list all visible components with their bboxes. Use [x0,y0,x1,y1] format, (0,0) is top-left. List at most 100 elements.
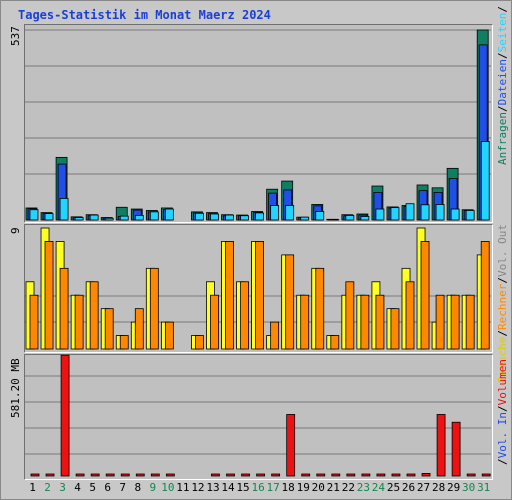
seiten-bar [285,205,295,221]
legend-entry: Dateien [496,59,509,106]
volumen-bar [436,414,446,477]
requests-panel [24,24,493,223]
volumen-bar [346,473,356,477]
legend-entry: / [496,329,509,337]
volumen-bar [60,354,70,477]
rechner-bar [119,335,129,350]
legend-entry: / [496,6,509,13]
seiten-bar [59,198,69,221]
rechner-bar [375,294,385,350]
volumen-bar [391,473,401,477]
day-label: 7 [119,481,127,494]
rechner-bar [345,281,355,350]
chart-title: Tages-Statistik im Monat Maerz 2024 [18,8,271,22]
seiten-bar [360,216,370,221]
day-label: 1 [29,481,36,494]
seiten-bar [345,214,355,221]
seiten-bar [195,212,204,221]
volumen-bar [421,473,431,477]
seiten-bar [300,216,310,221]
day-label: 23 [356,481,370,494]
legend-entry: Seiten [496,12,509,53]
legend-entry: / [496,52,509,59]
volumen-bar [30,473,40,477]
rechner-bar [315,267,325,350]
seiten-bar [435,204,445,221]
rechner-bar [285,254,295,350]
day-label: 10 [161,481,175,494]
day-label: 29 [446,481,461,494]
seiten-bar [375,208,385,221]
day-label: 22 [341,481,355,494]
volumen-bar [165,473,175,477]
legend-entry: Vol. In [496,411,509,459]
rechner-bar [480,241,490,350]
volumen-bar [90,473,100,477]
seiten-bar [44,213,54,221]
seiten-bar [420,204,430,221]
day-label: 31 [477,481,491,494]
day-label: 27 [416,481,431,494]
volumen-bar [376,473,386,477]
rechner-bar [270,321,280,350]
day-label: 24 [371,481,386,494]
day-label: 13 [206,481,220,494]
volumen-bar [466,473,476,477]
day-label: 3 [59,481,66,494]
volumen-bar [241,473,250,477]
volumen-bar [301,473,311,477]
volumen-bar [105,473,115,477]
volumen-bar [75,473,85,477]
day-label: 8 [134,481,142,494]
volumen-bar [226,473,235,477]
seiten-bar [270,205,280,221]
seiten-bar [390,207,400,221]
rechner-bar [164,321,174,350]
rechner-bar [59,267,69,350]
rechner-bar [134,308,144,350]
volumen-bar [481,473,491,477]
legend-volume: /Vol. In/Volumen [496,359,509,465]
day-label: 18 [281,481,295,494]
day-label: 16 [251,481,265,494]
seiten-bar [465,210,475,221]
legend-entry: Volumen [496,359,509,406]
day-label: 21 [326,481,340,494]
volumen-bar [256,473,266,477]
rechner-bar [210,294,219,350]
rechner-bar [44,241,54,350]
rechner-bar [330,335,340,350]
volumen-bar [286,414,296,477]
seiten-bar [134,214,144,221]
volumen-bar [316,473,326,477]
volumen-bar [150,473,160,477]
day-label: 19 [296,481,310,494]
rechner-bar [240,281,249,350]
legend-requests: Anfragen/Dateien/Seiten/ [496,6,509,165]
day-label: 26 [401,481,416,494]
rechner-bar [195,335,204,350]
day-label: 14 [221,481,235,494]
rechner-bar [74,294,84,350]
day-label: 15 [236,481,250,494]
day-label: 11 [176,481,190,494]
rechner-bar [450,294,460,350]
rechner-bar [89,281,99,350]
legend-entry: / [496,405,509,412]
day-label: 9 [149,481,157,494]
rechner-bar [360,294,370,350]
volumen-bar [211,473,220,477]
rechner-bar [465,294,475,350]
seiten-bar [119,215,129,221]
rechner-bar [255,241,265,350]
volumen-bar [120,473,130,477]
volumen-bar [406,473,416,477]
volumen-bar [271,473,281,477]
volumen-bar [45,473,55,477]
seiten-bar [405,203,415,221]
seiten-bar [315,211,325,221]
day-label: 28 [431,481,446,494]
legend-entry: / [496,105,509,112]
volumen-bar [451,421,461,477]
rechner-bar [29,294,39,350]
